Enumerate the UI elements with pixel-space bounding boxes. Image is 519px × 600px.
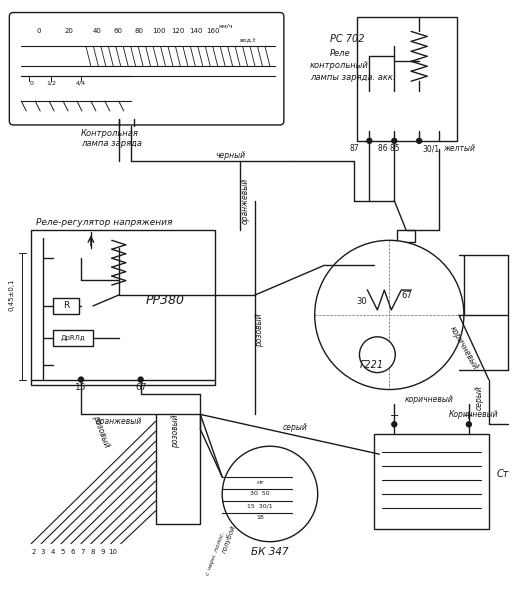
Circle shape [78,377,84,382]
Text: голубой: голубой [220,524,237,554]
Circle shape [392,139,397,143]
Text: Г221: Г221 [360,359,384,370]
Bar [397,230,415,242]
Text: Реле-регулятор напряжения: Реле-регулятор напряжения [36,218,173,227]
Text: розовый: розовый [255,313,265,347]
Bar [148,101,169,111]
Bar [374,434,489,529]
Text: желтый: желтый [443,145,475,154]
Bar [358,17,457,141]
Text: Реле: Реле [330,49,350,58]
Circle shape [222,446,318,542]
Bar [53,330,93,346]
Text: черный: черный [215,151,245,160]
Text: 40: 40 [92,28,101,34]
Text: 15: 15 [75,383,87,392]
Text: км/ч: км/ч [218,24,233,29]
Bar [175,79,195,91]
Circle shape [315,241,464,389]
Text: 0: 0 [29,80,33,86]
Text: коричневый: коричневый [448,325,480,371]
Text: РС 702: РС 702 [330,34,364,44]
Text: вод.t: вод.t [240,37,256,42]
Text: 160: 160 [207,28,220,34]
Bar [156,415,200,524]
Bar [31,230,215,385]
Text: 87: 87 [350,145,359,154]
Text: 30  50: 30 50 [250,491,270,496]
Text: 67: 67 [402,290,413,299]
Text: 8: 8 [91,548,95,554]
Text: контрольный: контрольный [310,61,368,70]
Text: серый: серый [474,385,483,410]
Text: коричневый: коричневый [405,395,454,404]
Circle shape [367,139,372,143]
Text: 15  30/1: 15 30/1 [247,503,273,508]
Text: 18: 18 [256,515,264,520]
Text: 0,45±0,1: 0,45±0,1 [8,279,15,311]
FancyBboxPatch shape [9,13,284,125]
Text: лампа заряда: лампа заряда [81,139,142,148]
Text: 100: 100 [152,28,165,34]
Text: ДрRЛд: ДрRЛд [61,335,85,341]
Text: 7: 7 [80,548,85,554]
Text: БК 347: БК 347 [251,547,289,557]
Text: серый: серый [282,423,307,432]
Text: +: + [464,412,473,421]
Text: оранжевый: оранжевый [95,417,142,426]
Circle shape [417,139,421,143]
Text: лампы заряда. акк.: лампы заряда. акк. [310,73,395,82]
Text: 80: 80 [134,28,143,34]
Text: 2: 2 [31,548,35,554]
Bar [148,79,169,91]
Text: 4/4: 4/4 [76,80,86,86]
Text: 5: 5 [61,548,65,554]
Text: розовый: розовый [91,414,111,449]
Text: 140: 140 [189,28,203,34]
Bar [202,79,222,91]
Text: −: − [390,412,399,421]
Text: 4: 4 [51,548,56,554]
Circle shape [392,422,397,427]
Circle shape [138,377,143,382]
Text: с черн. полос.: с черн. полос. [205,531,226,576]
Text: R: R [63,301,69,310]
Text: Коричневый: Коричневый [449,410,499,419]
Bar [175,101,195,111]
Circle shape [360,337,395,373]
Text: 30: 30 [356,298,367,307]
Text: 6: 6 [71,548,75,554]
Text: 3: 3 [41,548,46,554]
Text: Ст: Ст [497,469,509,479]
Text: 0: 0 [37,28,42,34]
Text: 10: 10 [108,548,117,554]
Text: 9: 9 [101,548,105,554]
Text: Контрольная: Контрольная [81,130,139,139]
Text: 60: 60 [113,28,122,34]
Bar [111,109,141,119]
Text: оранжевый: оранжевый [241,178,250,224]
Text: 20: 20 [64,28,74,34]
Text: РР380: РР380 [146,293,185,307]
Text: 67: 67 [135,383,146,392]
Circle shape [467,422,471,427]
Bar [53,298,79,314]
Text: 30/1: 30/1 [422,145,440,154]
Text: нт: нт [256,479,264,485]
Text: 120: 120 [171,28,184,34]
Text: розовый: розовый [171,415,180,448]
Text: 86 85: 86 85 [378,145,400,154]
Text: 1/2: 1/2 [46,80,56,86]
